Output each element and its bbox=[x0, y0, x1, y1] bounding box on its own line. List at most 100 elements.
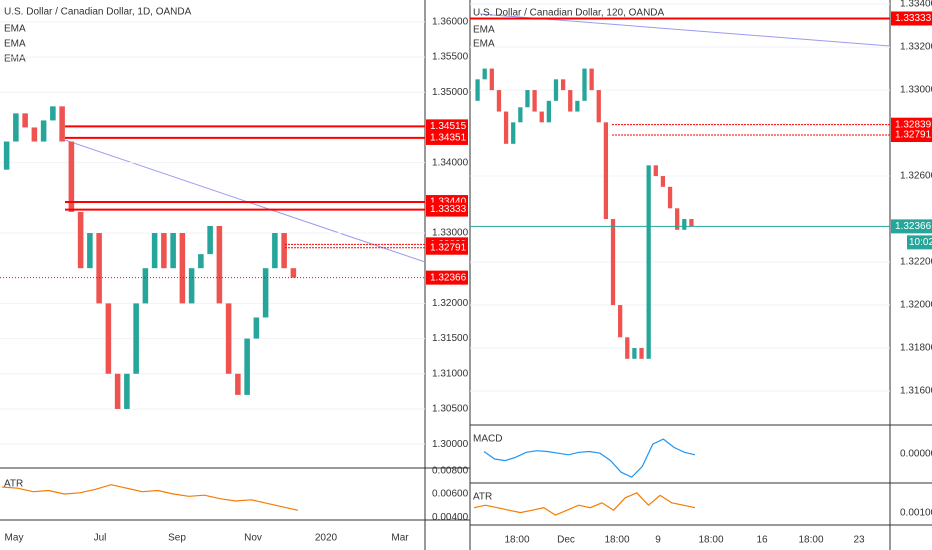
candle bbox=[582, 68, 587, 101]
candle bbox=[290, 268, 297, 278]
candle bbox=[682, 219, 687, 230]
candle bbox=[475, 79, 480, 101]
candle bbox=[482, 68, 487, 80]
x-tick-label: 16 bbox=[756, 535, 768, 546]
y-tick-label: 1.31000 bbox=[432, 368, 469, 379]
macd-line bbox=[483, 438, 696, 478]
chart-title: U.S. Dollar / Canadian Dollar, 120, OAND… bbox=[473, 8, 665, 19]
candle bbox=[207, 225, 213, 255]
indicator-label: ATR bbox=[4, 479, 23, 490]
y-tick-label: 1.35500 bbox=[432, 52, 469, 63]
candle bbox=[225, 303, 232, 374]
x-tick-label: 18:00 bbox=[698, 535, 723, 546]
y-tick-label: 0.00800 bbox=[432, 465, 469, 476]
chart-title: U.S. Dollar / Canadian Dollar, 1D, OANDA bbox=[4, 7, 192, 18]
candle bbox=[560, 79, 566, 91]
price-tag-label: 1.33440 bbox=[430, 197, 467, 208]
candle bbox=[77, 211, 84, 269]
x-tick-label: Jul bbox=[94, 533, 107, 544]
candle bbox=[496, 90, 502, 112]
candle bbox=[532, 90, 537, 112]
y-tick-label: 1.32600 bbox=[900, 171, 932, 182]
x-tick-label: Mar bbox=[391, 533, 409, 544]
x-tick-label: 23 bbox=[853, 535, 865, 546]
y-tick-label: 1.33000 bbox=[900, 85, 932, 96]
candle bbox=[244, 338, 250, 395]
candle bbox=[503, 111, 509, 144]
y-tick-label: 1.32200 bbox=[900, 257, 932, 268]
candle bbox=[675, 208, 680, 230]
y-tick-label: 1.32000 bbox=[900, 300, 932, 311]
x-tick-label: 18:00 bbox=[604, 535, 629, 546]
candle bbox=[3, 141, 10, 170]
candle bbox=[553, 79, 559, 101]
trend-line bbox=[64, 139, 426, 263]
candle bbox=[575, 100, 580, 112]
candle bbox=[151, 233, 158, 269]
candle bbox=[262, 268, 269, 318]
countdown-label: 10:02 bbox=[909, 237, 932, 248]
y-tick-label: 1.30000 bbox=[432, 439, 469, 450]
indicator-label: MACD bbox=[473, 434, 502, 445]
y-tick-label: 0.00400 bbox=[432, 512, 469, 523]
indicator-label: EMA bbox=[473, 25, 495, 36]
y-tick-label: 1.33200 bbox=[900, 42, 932, 53]
candle bbox=[235, 373, 241, 395]
indicator-label: EMA bbox=[4, 24, 26, 35]
y-tick-label: 1.31600 bbox=[900, 386, 932, 397]
price-tag-label: 1.32366 bbox=[895, 221, 932, 232]
x-tick-label: Dec bbox=[557, 535, 575, 546]
candle bbox=[40, 120, 47, 142]
candle bbox=[646, 165, 651, 359]
y-tick-label: 1.35000 bbox=[432, 87, 469, 98]
x-tick-label: 18:00 bbox=[504, 535, 529, 546]
candle bbox=[281, 233, 287, 269]
price-tag bbox=[426, 130, 468, 145]
candle bbox=[188, 268, 195, 304]
price-tag-label: 1.32791 bbox=[430, 242, 467, 253]
price-tag bbox=[426, 119, 468, 134]
candle bbox=[161, 233, 167, 269]
candle bbox=[170, 233, 176, 269]
candle bbox=[596, 90, 601, 123]
indicator-label: ATR bbox=[473, 492, 492, 503]
atr-line bbox=[1, 484, 299, 511]
x-tick-label: Nov bbox=[244, 533, 262, 544]
candle bbox=[142, 268, 149, 304]
x-tick-label: Sep bbox=[168, 533, 186, 544]
atr-line bbox=[473, 492, 696, 516]
price-tag-label: 1.34351 bbox=[430, 133, 467, 144]
x-tick-label: 2020 bbox=[315, 533, 338, 544]
candle bbox=[653, 165, 658, 177]
candle bbox=[179, 233, 186, 304]
price-tag bbox=[891, 11, 932, 26]
y-tick-label: 1.30500 bbox=[432, 404, 469, 415]
candle bbox=[660, 176, 666, 187]
y-tick-label: 0.00000 bbox=[900, 449, 932, 460]
candle bbox=[603, 122, 609, 220]
candle bbox=[87, 233, 93, 269]
indicator-label: EMA bbox=[4, 39, 26, 50]
y-tick-label: 1.33400 bbox=[900, 0, 932, 10]
candle bbox=[124, 373, 130, 409]
indicator-label: EMA bbox=[4, 54, 26, 65]
price-tag bbox=[426, 240, 468, 255]
candle bbox=[133, 303, 139, 374]
candle bbox=[639, 348, 644, 359]
y-tick-label: 1.33000 bbox=[432, 228, 469, 239]
candle bbox=[511, 122, 516, 144]
candle bbox=[216, 225, 223, 304]
y-tick-label: 1.32000 bbox=[432, 298, 469, 309]
price-tag bbox=[891, 128, 932, 143]
price-tag-label: 1.32839 bbox=[895, 119, 932, 130]
candle bbox=[518, 107, 523, 123]
price-tag bbox=[426, 202, 468, 217]
candle bbox=[13, 113, 19, 142]
countdown-tag bbox=[907, 235, 932, 250]
candle bbox=[489, 68, 494, 91]
x-tick-label: May bbox=[5, 533, 24, 544]
y-tick-label: 0.00600 bbox=[432, 489, 469, 500]
candle bbox=[689, 219, 694, 227]
